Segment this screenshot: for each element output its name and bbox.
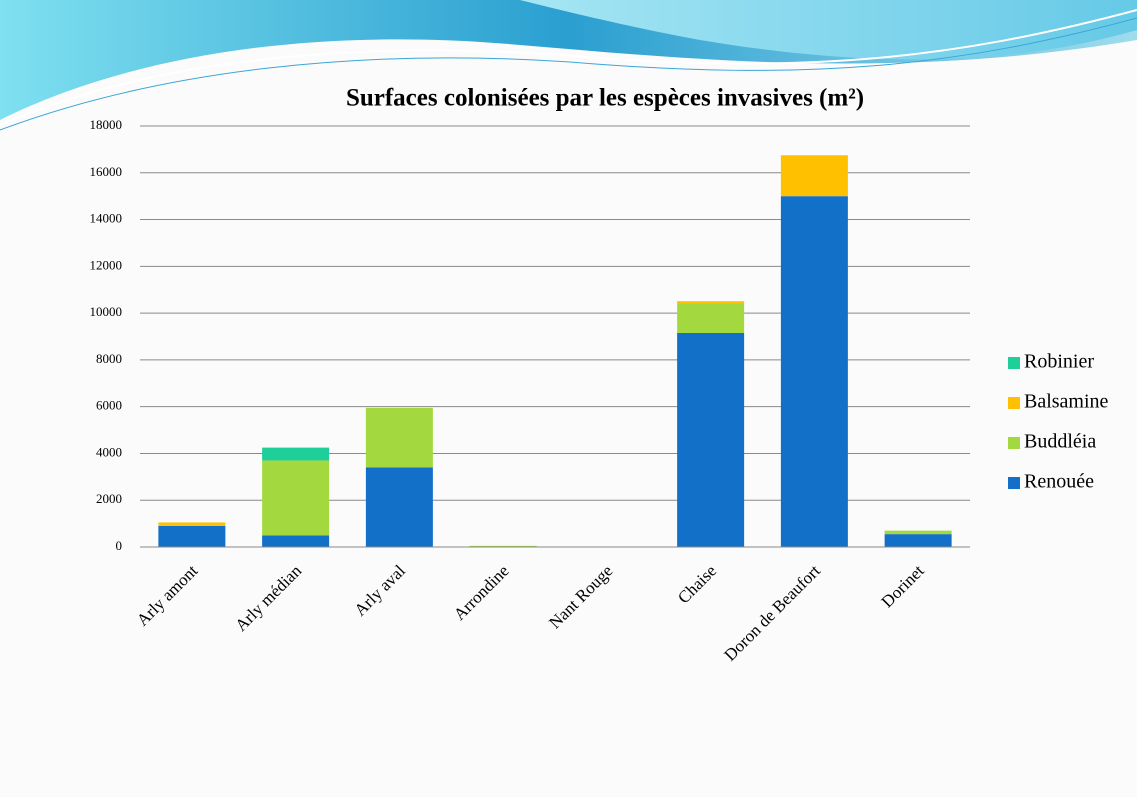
bar-segment — [469, 545, 537, 547]
bar-segment — [780, 155, 848, 197]
legend-swatch — [1008, 477, 1020, 489]
x-tick-label: Arly médian — [231, 561, 305, 635]
y-tick-label: 10000 — [90, 304, 123, 319]
legend-label: Robinier — [1024, 351, 1094, 373]
x-tick-label: Doron de Beaufort — [720, 561, 824, 665]
chart-title: Surfaces colonisées par les espèces inva… — [346, 85, 864, 112]
y-tick-label: 14000 — [90, 211, 123, 226]
bar-segment — [262, 460, 330, 536]
x-tick-label: Dorinet — [878, 561, 928, 611]
x-tick-label: Arrondine — [450, 561, 513, 624]
y-tick-label: 18000 — [90, 117, 123, 132]
y-tick-label: 8000 — [96, 351, 122, 366]
bar-segment — [262, 447, 330, 461]
legend-swatch — [1008, 437, 1020, 449]
bar-segment — [677, 301, 745, 304]
y-tick-label: 2000 — [96, 491, 122, 506]
x-tick-label: Arly amont — [133, 561, 202, 630]
header-decoration — [0, 0, 1137, 131]
bar-segment — [677, 332, 745, 547]
legend-swatch — [1008, 397, 1020, 409]
x-tick-label: Nant Rouge — [545, 561, 616, 632]
y-tick-label: 0 — [116, 538, 123, 553]
bar-segment — [262, 535, 330, 547]
y-tick-label: 4000 — [96, 444, 122, 459]
bar-segment — [158, 522, 226, 526]
y-tick-label: 16000 — [90, 164, 123, 179]
y-tick-label: 12000 — [90, 257, 123, 272]
legend-swatch — [1008, 357, 1020, 369]
bar-segment — [780, 196, 848, 547]
legend-label: Buddléia — [1024, 431, 1096, 453]
bar-segment — [884, 534, 952, 547]
bar-segment — [677, 303, 745, 333]
bar-segment — [884, 530, 952, 535]
bar-segment — [158, 525, 226, 547]
legend-label: Balsamine — [1024, 391, 1109, 413]
bar-segment — [365, 407, 433, 468]
bar-segment — [365, 467, 433, 547]
x-tick-label: Arly aval — [350, 561, 409, 620]
y-tick-label: 6000 — [96, 398, 122, 413]
x-tick-label: Chaise — [674, 561, 720, 607]
legend-label: Renouée — [1024, 471, 1094, 493]
